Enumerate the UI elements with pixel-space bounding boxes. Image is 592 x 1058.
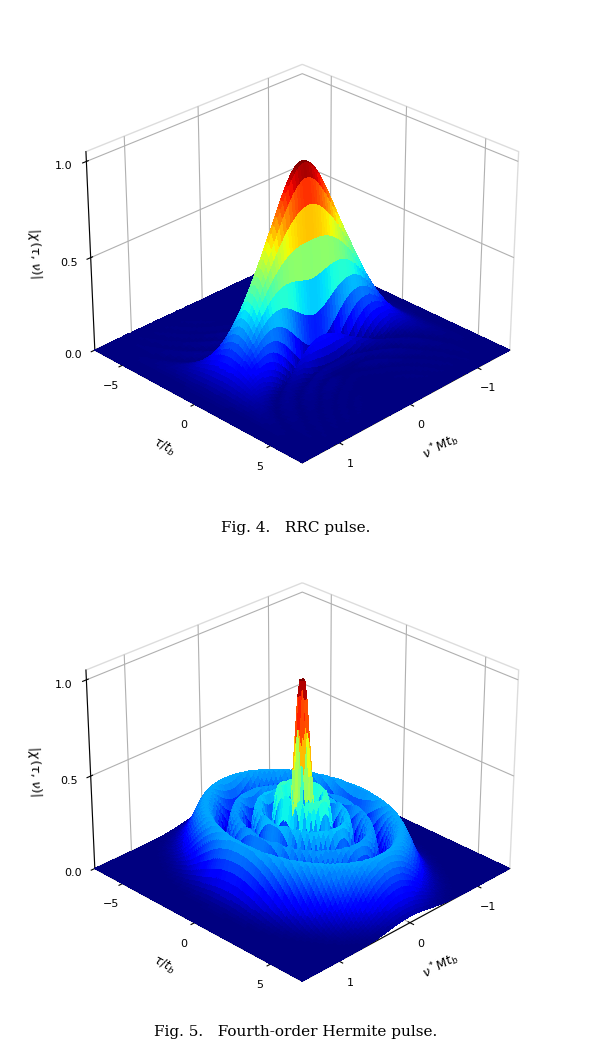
Y-axis label: $\tau/t_b$: $\tau/t_b$ (150, 435, 178, 459)
Y-axis label: $\tau/t_b$: $\tau/t_b$ (150, 953, 178, 978)
Text: Fig. 4.   RRC pulse.: Fig. 4. RRC pulse. (221, 521, 371, 534)
X-axis label: $\nu^*Mt_b$: $\nu^*Mt_b$ (419, 948, 462, 983)
X-axis label: $\nu^*Mt_b$: $\nu^*Mt_b$ (419, 430, 462, 464)
Text: Fig. 5.   Fourth-order Hermite pulse.: Fig. 5. Fourth-order Hermite pulse. (155, 1025, 437, 1039)
